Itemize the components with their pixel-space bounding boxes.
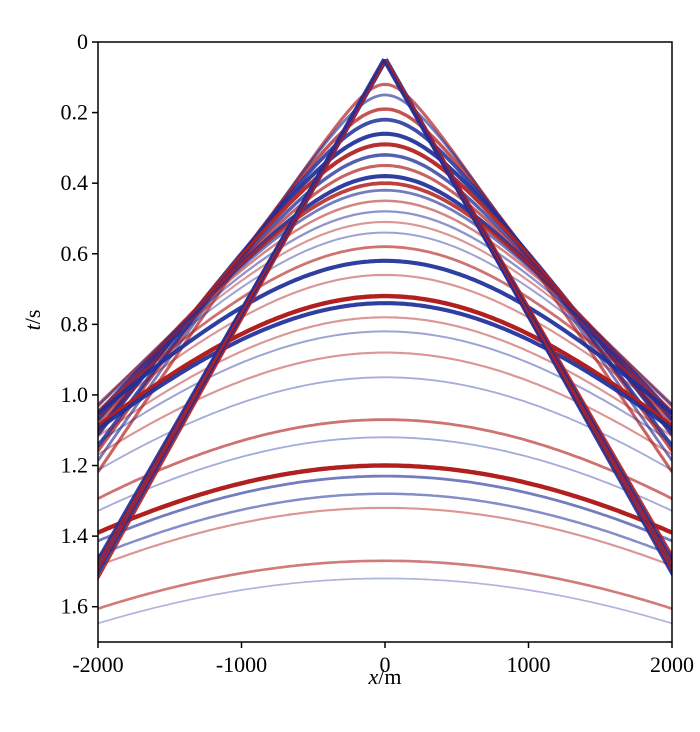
reflection-event [98,506,672,567]
y-tick-label: 1.6 [61,594,89,619]
reflection-event [98,577,672,625]
reflection-event [98,117,672,448]
reflection-event [98,492,672,557]
reflection-event [98,418,672,500]
y-tick-label: 0.8 [61,311,89,336]
x-tick-label: 1000 [507,652,551,677]
reflection-event [98,316,672,438]
reflection-event [98,245,672,412]
reflection-events [98,82,672,625]
reflection-event [98,301,672,431]
direct-wave-band [98,59,386,561]
reflection-event [98,220,672,405]
reflection-event [98,474,672,543]
y-tick-label: 0.6 [61,241,89,266]
reflection-event [98,199,672,408]
y-tick-label: 0 [77,29,88,54]
reflection-event [98,231,672,407]
reflection-event [98,293,672,428]
y-tick-label: 0.4 [61,170,89,195]
reflection-event [98,273,672,419]
x-tick-label: 0 [380,652,391,677]
y-tick-label: 0.2 [61,100,89,125]
y-tick-label: 1.2 [61,453,89,478]
direct-wave-band [385,59,672,557]
y-axis-label: t/s [20,310,45,331]
reflection-event [98,258,672,416]
x-tick-label: -2000 [72,652,123,677]
y-tick-label: 1.0 [61,382,89,407]
y-axis: 0 0.2 0.4 0.6 0.8 1.0 1.2 1.4 1.6 [61,29,98,619]
reflection-event [98,376,672,472]
plot-area [98,42,672,642]
x-axis: -2000 -1000 0 1000 2000 [72,642,694,677]
y-tick-label: 1.4 [61,523,89,548]
direct-wave-band [98,59,388,581]
reflection-event [98,210,672,406]
x-tick-label: 2000 [650,652,694,677]
reflection-event [98,463,672,535]
direct-wave-band [383,59,672,578]
direct-wave [98,58,672,581]
x-axis-label: x/m [368,664,402,689]
reflection-event [98,559,672,610]
reflection-event [98,330,672,444]
x-tick-label: -1000 [216,652,267,677]
reflection-event [98,436,672,512]
reflection-event [98,93,672,462]
